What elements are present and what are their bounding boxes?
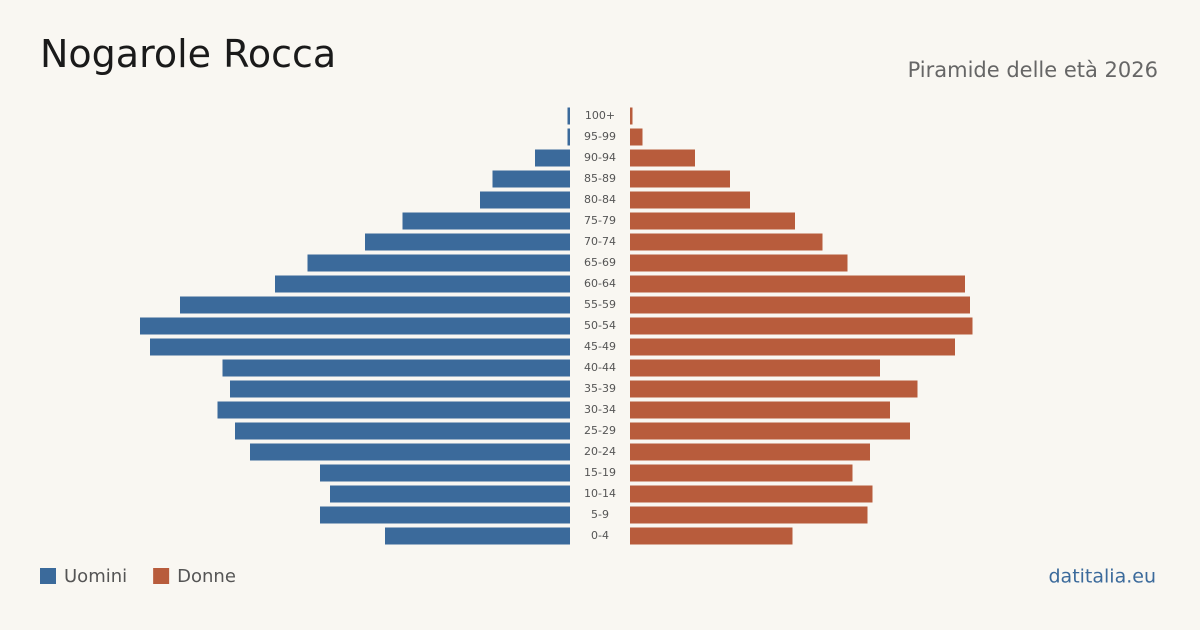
age-label: 70-74 [584, 235, 616, 248]
bar [140, 317, 570, 335]
bar [630, 254, 848, 272]
age-label: 30-34 [584, 403, 616, 416]
bar [275, 275, 570, 293]
bar [180, 296, 570, 314]
age-label: 95-99 [584, 130, 616, 143]
bar [630, 317, 973, 335]
bar [402, 212, 570, 230]
legend-swatch [153, 568, 170, 584]
bar [330, 485, 570, 503]
bar [535, 149, 570, 167]
age-label: 35-39 [584, 382, 616, 395]
bar [630, 149, 695, 167]
age-label: 80-84 [584, 193, 616, 206]
bar [630, 422, 910, 440]
age-label: 75-79 [584, 214, 616, 227]
age-label: 45-49 [584, 340, 616, 353]
bar [630, 338, 955, 356]
bar [630, 212, 795, 230]
age-label: 60-64 [584, 277, 616, 290]
age-label: 15-19 [584, 466, 616, 479]
bar [150, 338, 570, 356]
bar [630, 464, 853, 482]
age-label: 55-59 [584, 298, 616, 311]
bar [630, 506, 868, 524]
bar [630, 485, 873, 503]
age-label: 5-9 [591, 508, 609, 521]
bar [320, 464, 570, 482]
bar [630, 380, 918, 398]
age-label: 50-54 [584, 319, 616, 332]
age-label: 65-69 [584, 256, 616, 269]
legend-label: Uomini [64, 566, 127, 587]
bar [365, 233, 570, 251]
bar [630, 191, 750, 209]
bar [307, 254, 570, 272]
bar [630, 170, 730, 188]
bar [320, 506, 570, 524]
bar [630, 296, 970, 314]
bar [630, 233, 823, 251]
legend-swatch [40, 568, 56, 584]
bar [250, 443, 570, 461]
age-label: 25-29 [584, 424, 616, 437]
bar [567, 128, 570, 146]
age-label: 90-94 [584, 151, 616, 164]
bar [567, 107, 570, 125]
bar [630, 128, 643, 146]
bar [630, 401, 890, 419]
bar [630, 359, 880, 377]
legend-label: Donne [177, 566, 236, 587]
bar [230, 380, 570, 398]
bar [217, 401, 570, 419]
bar [385, 527, 570, 545]
bar [492, 170, 570, 188]
age-label: 40-44 [584, 361, 616, 374]
source: datitalia.eu [1049, 566, 1157, 588]
age-label: 100+ [585, 109, 615, 122]
bar [630, 443, 870, 461]
age-label: 10-14 [584, 487, 616, 500]
age-label: 20-24 [584, 445, 616, 458]
bar [630, 527, 793, 545]
age-label: 0-4 [591, 529, 609, 542]
bar [235, 422, 570, 440]
chart-title: Nogarole Rocca [40, 32, 336, 76]
bar [222, 359, 570, 377]
age-label: 85-89 [584, 172, 616, 185]
bar [630, 275, 965, 293]
bar [630, 107, 633, 125]
chart-subtitle: Piramide delle età 2026 [908, 58, 1158, 82]
bar [480, 191, 570, 209]
